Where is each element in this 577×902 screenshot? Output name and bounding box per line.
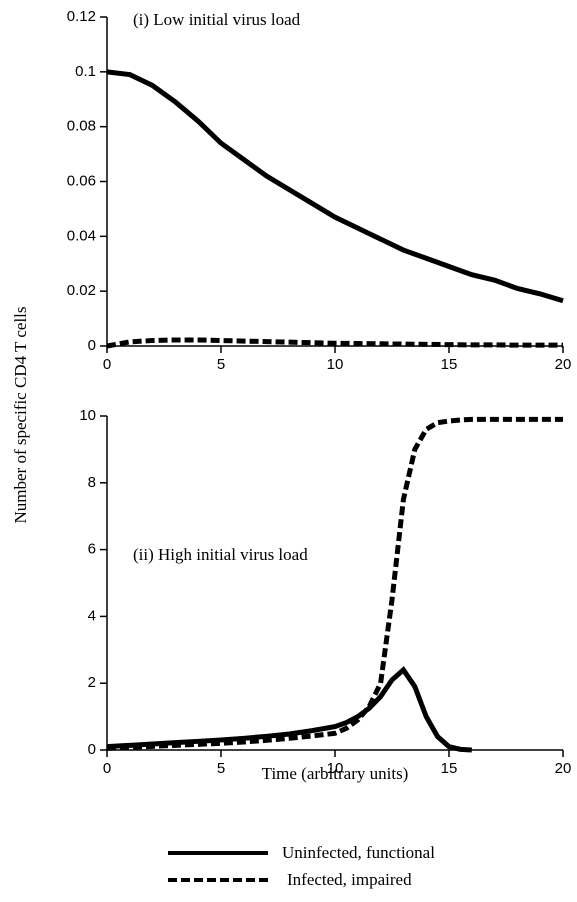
x-tick-label: 5 [217,760,225,777]
x-tick-label: 15 [441,356,458,373]
x-tick-label: 0 [103,356,111,373]
x-tick-label: 5 [217,356,225,373]
y-tick-label: 8 [88,474,96,491]
y-tick-label: 2 [88,674,96,691]
x-tick-label: 20 [555,760,572,777]
data-line [106,69,564,304]
y-tick-label: 0 [88,337,96,354]
x-tick-label: 10 [327,356,344,373]
panel-annotation: (i) Low initial virus load [133,10,301,29]
data-line [106,337,563,349]
panel-annotation: (ii) High initial virus load [133,545,308,564]
data-line [106,416,563,751]
legend-label: Infected, impaired [287,870,412,889]
y-tick-label: 4 [88,607,96,624]
y-tick-label: 0.1 [75,63,96,80]
x-tick-label: 15 [441,760,458,777]
x-tick-label: 0 [103,760,111,777]
y-tick-label: 0.04 [67,227,96,244]
y-tick-label: 0.06 [67,172,96,189]
x-tick-label: 10 [327,760,344,777]
x-tick-label: 20 [555,356,572,373]
y-tick-label: 0.02 [67,282,96,299]
y-tick-label: 6 [88,541,96,558]
y-axis-label: Number of specific CD4 T cells [11,306,30,523]
y-tick-label: 0.12 [67,8,96,25]
legend-label: Uninfected, functional [282,843,435,862]
y-tick-label: 0 [88,741,96,758]
x-axis-label: Time (arbitrary units) [262,764,409,783]
data-line [106,666,472,753]
y-tick-label: 10 [79,407,96,424]
y-tick-label: 0.08 [67,118,96,135]
